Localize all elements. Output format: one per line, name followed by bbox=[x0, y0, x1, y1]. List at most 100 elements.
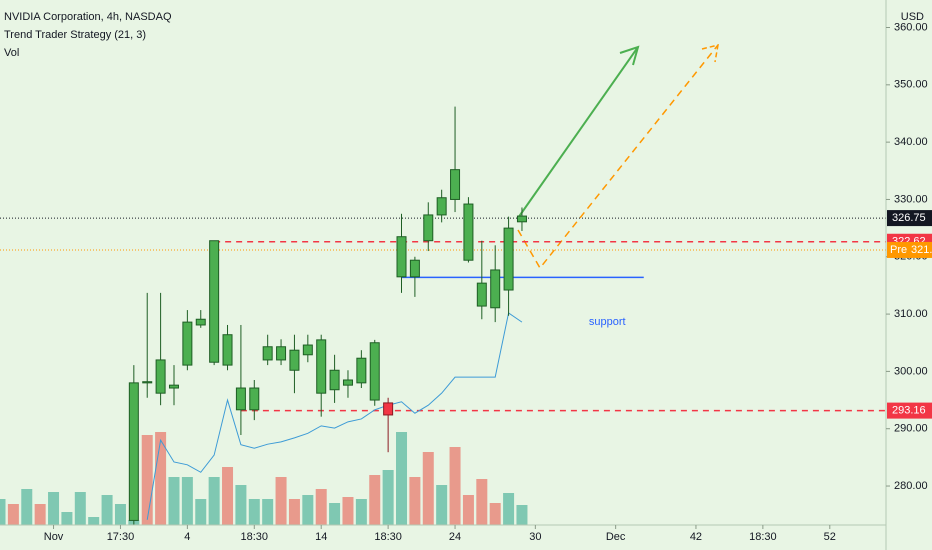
x-tick-label: 18:30 bbox=[374, 531, 402, 543]
arrow-head bbox=[701, 43, 719, 63]
volume-bar bbox=[516, 505, 528, 525]
volume-bar bbox=[222, 467, 234, 525]
level-label: 326.75 bbox=[892, 212, 926, 224]
level-label: 293.16 bbox=[892, 405, 926, 417]
volume-bar bbox=[409, 477, 421, 525]
arrow-head bbox=[619, 45, 640, 66]
candle-body bbox=[182, 321, 193, 366]
candle-body bbox=[356, 357, 367, 384]
price-pane: support bbox=[0, 43, 886, 525]
x-tick-label: 4 bbox=[184, 531, 190, 543]
candle-body bbox=[450, 169, 461, 200]
volume-bar bbox=[422, 452, 434, 525]
x-tick-label: 18:30 bbox=[241, 531, 269, 543]
volume-bar bbox=[462, 495, 474, 525]
candle-body bbox=[262, 346, 273, 361]
x-tick-label: 52 bbox=[824, 531, 836, 543]
y-tick-label: 350.00 bbox=[894, 79, 928, 91]
x-tick-label: Nov bbox=[44, 531, 64, 543]
volume-bar bbox=[74, 492, 86, 525]
candle-body bbox=[128, 382, 139, 521]
volume-bar bbox=[7, 504, 19, 525]
volume-bar bbox=[288, 499, 300, 525]
candle-body bbox=[463, 203, 474, 261]
y-tick-label: 310.00 bbox=[894, 308, 928, 320]
volume-bar bbox=[302, 495, 314, 525]
candle-body bbox=[142, 381, 153, 384]
candle-body bbox=[342, 379, 353, 386]
volume-bar bbox=[168, 477, 180, 525]
candle-body bbox=[235, 387, 246, 411]
volume-bar bbox=[355, 499, 367, 525]
volume-bar bbox=[34, 504, 46, 525]
candle-body bbox=[168, 384, 179, 389]
candle-body bbox=[276, 346, 287, 361]
volume-bar bbox=[275, 477, 287, 525]
volume-bar bbox=[101, 495, 113, 525]
currency-label: USD bbox=[901, 11, 924, 23]
volume-bar bbox=[21, 489, 33, 525]
level-box bbox=[887, 210, 932, 227]
candle-body bbox=[209, 240, 220, 363]
candle-body bbox=[155, 359, 166, 394]
y-tick-label: 290.00 bbox=[894, 423, 928, 435]
x-tick-label: 18:30 bbox=[749, 531, 777, 543]
volume-bar bbox=[382, 470, 394, 525]
strategy-label: Trend Trader Strategy (21, 3) bbox=[4, 29, 146, 41]
y-tick-label: 300.00 bbox=[894, 365, 928, 377]
volume-bar bbox=[141, 435, 153, 525]
candle-body bbox=[369, 342, 380, 401]
x-tick-label: 14 bbox=[315, 531, 327, 543]
x-tick-label: 17:30 bbox=[107, 531, 135, 543]
volume-bar bbox=[262, 499, 274, 525]
volume-bar bbox=[181, 477, 193, 525]
x-tick-label: 24 bbox=[449, 531, 461, 543]
volume-bar bbox=[155, 432, 167, 525]
volume-bar bbox=[342, 497, 354, 525]
volume-bar bbox=[396, 432, 408, 525]
volume-bar bbox=[329, 503, 341, 525]
volume-bar bbox=[61, 512, 73, 525]
candle-body bbox=[423, 214, 434, 242]
chart-title: NVIDIA Corporation, 4h, NASDAQ bbox=[4, 11, 172, 23]
volume-bar bbox=[248, 499, 260, 525]
volume-bar bbox=[315, 489, 327, 525]
volume-bar bbox=[208, 477, 220, 525]
level-prefix: Pre bbox=[890, 244, 907, 256]
support-label: support bbox=[589, 316, 626, 328]
y-tick-label: 280.00 bbox=[894, 480, 928, 492]
volume-bar bbox=[88, 517, 100, 525]
volume-bar bbox=[369, 475, 381, 525]
volume-bar bbox=[114, 504, 126, 525]
indicator-line bbox=[146, 312, 523, 520]
level-box bbox=[887, 402, 932, 419]
level-prefix-box bbox=[887, 241, 907, 258]
volume-label: Vol bbox=[4, 47, 19, 59]
candle-body bbox=[409, 259, 420, 278]
candle-body bbox=[222, 334, 233, 366]
trend-arrow bbox=[517, 46, 639, 219]
candle-body bbox=[195, 318, 206, 326]
x-tick-label: 30 bbox=[529, 531, 541, 543]
level-box bbox=[907, 241, 932, 258]
level-label: 321.19 bbox=[911, 244, 932, 256]
candle-body bbox=[396, 236, 407, 278]
candle-body bbox=[249, 387, 260, 411]
volume-bar bbox=[195, 499, 207, 525]
candle-body bbox=[329, 369, 340, 391]
volume-pane bbox=[0, 432, 528, 525]
volume-bar bbox=[235, 485, 247, 525]
volume-bar bbox=[503, 493, 515, 525]
volume-bar bbox=[489, 503, 501, 525]
projection-arrow bbox=[517, 44, 719, 270]
y-tick-label: 340.00 bbox=[894, 136, 928, 148]
y-tick-label: 330.00 bbox=[894, 193, 928, 205]
y-tick-label: 360.00 bbox=[894, 21, 928, 33]
candle-body bbox=[490, 269, 501, 309]
x-tick-label: 42 bbox=[690, 531, 702, 543]
candle-body bbox=[516, 215, 527, 223]
candle-body bbox=[503, 227, 514, 291]
volume-bar bbox=[449, 447, 461, 525]
